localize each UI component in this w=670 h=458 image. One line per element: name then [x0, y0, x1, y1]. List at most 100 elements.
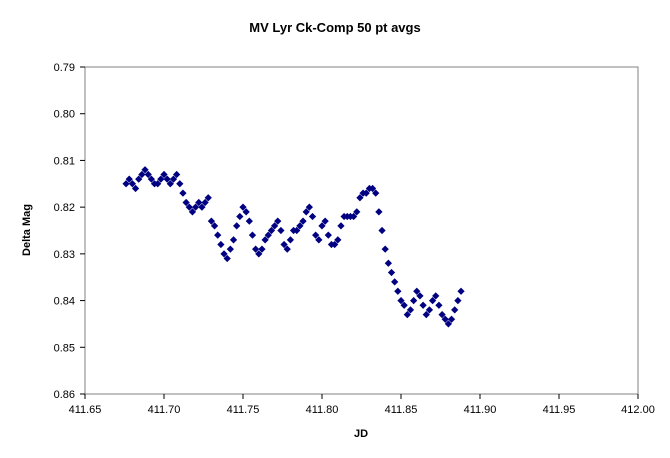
data-point: [406, 306, 415, 314]
data-point: [299, 217, 307, 225]
x-tick-label: 411.95: [543, 404, 576, 416]
data-point: [318, 222, 326, 230]
data-point: [315, 236, 323, 244]
x-axis-label: JD: [354, 428, 368, 440]
data-point: [204, 194, 212, 202]
data-point: [428, 296, 437, 305]
data-point: [302, 208, 310, 216]
data-point: [135, 175, 143, 183]
data-point: [286, 236, 295, 244]
data-point: [163, 175, 171, 183]
data-point: [195, 198, 203, 207]
data-point: [128, 180, 137, 188]
x-tick-label: 411.85: [385, 404, 418, 416]
data-point: [362, 189, 370, 197]
x-axis: 411.65 411.70 411.75 411.80 411.85 411.90 411.…: [69, 394, 655, 416]
data-point: [210, 222, 219, 230]
data-point: [397, 296, 405, 305]
data-point: [173, 170, 181, 179]
data-point: [147, 175, 155, 183]
data-point: [141, 166, 149, 174]
data-point: [226, 245, 234, 253]
data-point: [198, 203, 206, 211]
data-point: [293, 226, 301, 235]
data-point: [356, 194, 364, 202]
data-point: [220, 250, 228, 258]
data-point: [337, 222, 345, 230]
data-point: [277, 226, 285, 235]
y-tick-label: 0.81: [54, 155, 75, 167]
data-point: [419, 301, 427, 309]
data-point: [422, 310, 430, 319]
data-point: [444, 320, 453, 328]
data-point: [261, 236, 269, 244]
data-point: [454, 296, 462, 305]
data-point: [185, 203, 193, 211]
data-point: [233, 222, 241, 230]
data-point: [391, 278, 399, 286]
y-tick-label: 0.85: [54, 342, 75, 354]
data-point: [201, 198, 209, 207]
data-point: [353, 208, 361, 216]
data-point: [331, 240, 339, 249]
data-point: [229, 236, 238, 244]
data-points: [122, 166, 465, 328]
y-tick-label: 0.80: [54, 109, 75, 121]
data-point: [131, 184, 140, 193]
x-tick-label: 411.80: [306, 404, 339, 416]
data-point: [245, 217, 253, 225]
data-point: [308, 212, 317, 221]
data-point: [305, 203, 313, 211]
data-point: [296, 222, 304, 230]
y-axis: 0.79 0.80 0.81 0.82 0.83 0.84 0.85 0.86: [54, 62, 85, 401]
data-point: [403, 310, 411, 319]
data-point: [236, 212, 244, 221]
data-point: [312, 231, 320, 239]
chart-title: MV Lyr Ck-Comp 50 pt avgs: [249, 20, 420, 35]
data-point: [182, 198, 190, 207]
data-point: [122, 180, 130, 188]
y-axis-label: Delta Mag: [21, 204, 33, 256]
data-point: [400, 301, 408, 309]
data-point: [438, 310, 446, 319]
plot-area: [84, 66, 639, 395]
y-tick-label: 0.86: [54, 389, 75, 401]
x-tick-label: 411.65: [69, 404, 102, 416]
data-point: [457, 287, 465, 295]
data-point: [283, 245, 291, 253]
data-point: [410, 296, 418, 305]
data-point: [321, 217, 329, 225]
data-point: [324, 231, 332, 239]
data-point: [432, 292, 440, 300]
data-point: [207, 217, 216, 225]
data-point: [258, 245, 266, 253]
data-point: [274, 217, 282, 225]
data-point: [378, 226, 386, 235]
x-tick-label: 411.70: [148, 404, 181, 416]
data-point: [375, 208, 383, 216]
data-point: [188, 208, 197, 216]
y-tick-label: 0.82: [54, 202, 75, 214]
data-point: [334, 236, 342, 244]
data-point: [157, 175, 165, 183]
data-point: [217, 240, 225, 249]
x-tick-label: 412.00: [621, 404, 655, 416]
data-point: [349, 212, 358, 221]
data-point: [280, 240, 288, 249]
data-point: [435, 301, 443, 309]
data-point: [255, 250, 263, 258]
data-point: [169, 175, 178, 183]
data-point: [138, 170, 146, 179]
y-tick-label: 0.83: [54, 249, 75, 261]
data-point: [384, 259, 392, 267]
data-point: [179, 189, 187, 197]
data-point: [270, 222, 279, 230]
data-point: [413, 287, 421, 295]
data-point: [425, 306, 434, 314]
data-point: [394, 287, 402, 295]
data-point: [372, 189, 380, 197]
data-point: [154, 180, 162, 188]
data-point: [160, 170, 168, 179]
data-point: [144, 170, 152, 179]
